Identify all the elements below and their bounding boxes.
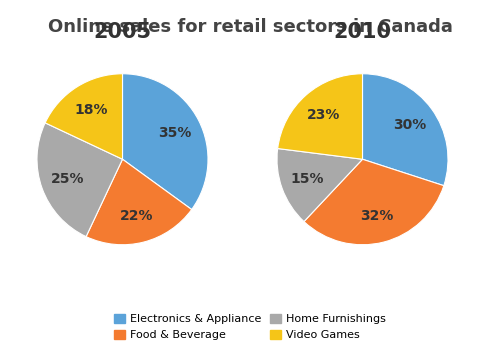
Text: 2005: 2005	[94, 22, 152, 42]
Wedge shape	[277, 148, 362, 222]
Wedge shape	[122, 74, 208, 210]
Wedge shape	[362, 74, 448, 186]
Text: 18%: 18%	[74, 103, 108, 117]
Text: 35%: 35%	[158, 126, 192, 140]
Wedge shape	[86, 159, 192, 245]
Text: 15%: 15%	[290, 172, 324, 186]
Text: 32%: 32%	[360, 209, 394, 223]
Legend: Electronics & Appliance, Food & Beverage, Home Furnishings, Video Games: Electronics & Appliance, Food & Beverage…	[110, 309, 390, 344]
Text: 30%: 30%	[393, 118, 426, 132]
Wedge shape	[278, 74, 362, 159]
Text: 25%: 25%	[50, 172, 84, 186]
Text: Online sales for retail sectors in Canada: Online sales for retail sectors in Canad…	[48, 18, 452, 35]
Wedge shape	[45, 74, 122, 159]
Wedge shape	[37, 123, 122, 237]
Text: 2010: 2010	[334, 22, 392, 42]
Text: 23%: 23%	[307, 108, 340, 122]
Wedge shape	[304, 159, 444, 245]
Text: 22%: 22%	[120, 209, 154, 223]
